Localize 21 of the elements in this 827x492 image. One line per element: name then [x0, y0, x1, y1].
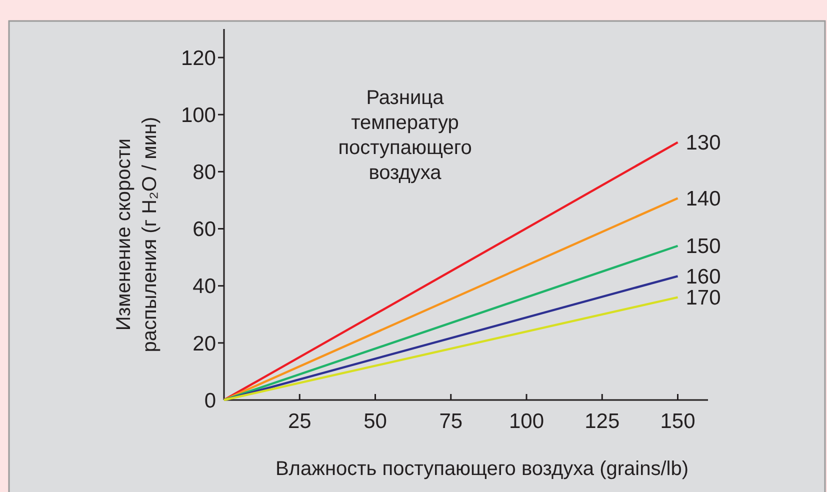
- x-tick-label: 125: [584, 410, 620, 433]
- x-tick-label: 25: [288, 410, 312, 433]
- y-tick-label: 20: [192, 332, 216, 356]
- series-label: 140: [686, 188, 721, 211]
- series-label: 170: [686, 286, 721, 310]
- x-tick-label: 50: [364, 410, 387, 433]
- y-tick-label: 60: [192, 218, 216, 242]
- y-axis-title: Изменение скорости распыления (г H₂O / мин): [113, 116, 161, 352]
- x-tick-label: 100: [508, 410, 544, 433]
- x-tick-label: 150: [660, 410, 696, 433]
- series-label: 160: [686, 265, 721, 288]
- y-tick-label: 120: [180, 46, 216, 70]
- y-tick-label: 40: [192, 275, 216, 298]
- x-tick-label: 75: [439, 410, 463, 433]
- series-label: 130: [686, 132, 721, 155]
- series-label: 150: [686, 235, 721, 258]
- x-axis-title: Влажность поступающего воздуха (grains/lb): [275, 458, 689, 480]
- y-tick-label: 0: [204, 389, 216, 412]
- y-tick-label: 100: [180, 104, 216, 127]
- legend-title: Разница температур поступающего воздуха: [338, 87, 472, 184]
- y-tick-label: 80: [192, 161, 216, 184]
